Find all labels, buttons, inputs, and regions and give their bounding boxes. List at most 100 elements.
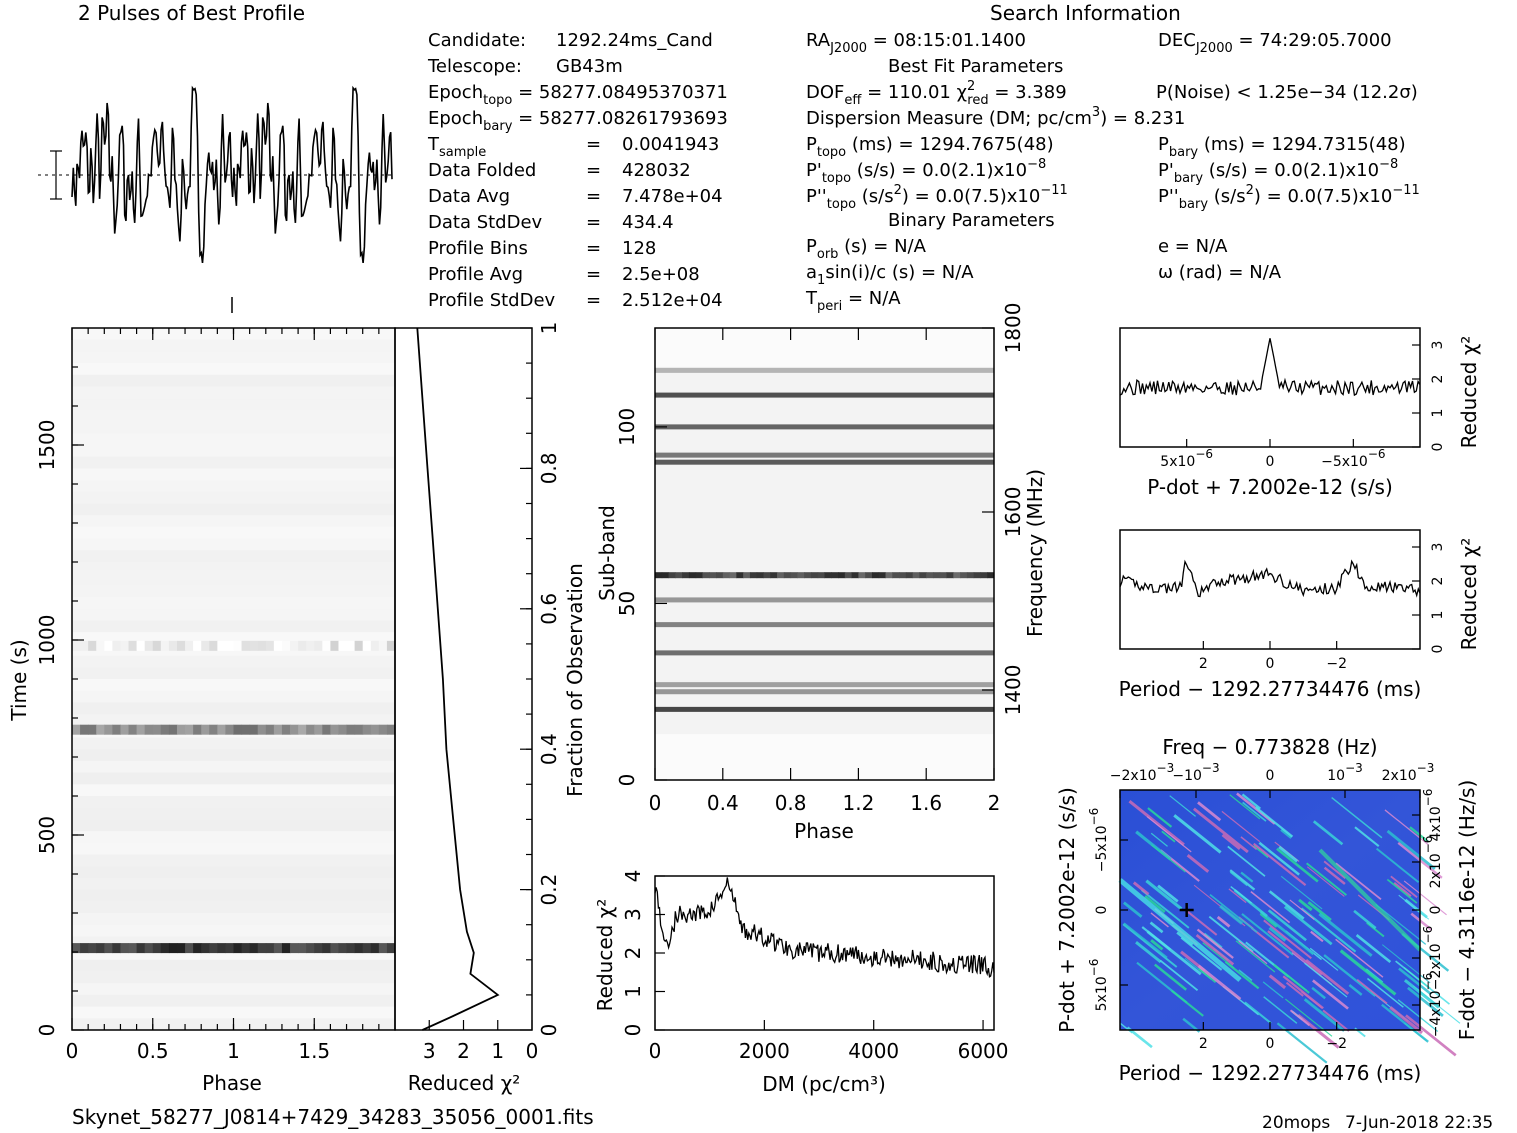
info-row-value: 2.512e+04	[622, 290, 723, 311]
period-pdot-map	[1118, 790, 1461, 1064]
dm-ylabel: Reduced χ²	[593, 899, 617, 1012]
search-title: Search Information	[990, 1, 1181, 25]
time-phase-band-cell	[168, 943, 178, 954]
pp-rtick-label-exp: −6	[1421, 789, 1435, 807]
info-row-value: 428032	[622, 160, 691, 181]
subband-band-cell	[777, 572, 785, 579]
pdot-line	[1119, 338, 1421, 397]
subband-band-cell	[729, 572, 737, 579]
ra-row: RAJ2000 = 08:15:01.1400	[806, 30, 1026, 56]
time-phase-band-cell	[104, 943, 113, 954]
pp-streak	[1375, 903, 1427, 945]
time-phase-band-cell	[80, 640, 89, 651]
time-phase-band-cell	[225, 640, 234, 651]
pp-streak	[1150, 832, 1168, 847]
pp-streak	[1323, 954, 1376, 997]
pp-ylabel: P-dot + 7.2002e-12 (s/s)	[1055, 787, 1079, 1033]
pp-streak	[1258, 841, 1300, 876]
time-phase-row	[72, 491, 395, 504]
pp-ytick-label: −5x10−6	[1087, 808, 1110, 872]
time-phase-band-cell	[330, 724, 339, 735]
time-phase-band-cell	[168, 640, 178, 651]
time-phase-band-cell	[128, 640, 138, 651]
subband-band-cell	[953, 572, 961, 579]
tp-ytick-label: 1500	[35, 420, 59, 471]
subband-band-cell	[682, 572, 690, 579]
time-phase-row	[72, 667, 395, 680]
subband-band	[655, 392, 994, 398]
time-phase-row	[72, 924, 395, 937]
time-phase-band	[72, 724, 396, 735]
pd-xtick-label-exp: −6	[1368, 447, 1386, 461]
pp-streak	[1150, 844, 1186, 873]
pp-streak	[1409, 826, 1430, 843]
time-phase-band-cell	[298, 943, 307, 954]
dm-ytick-label: 2	[621, 947, 645, 960]
subband-band-cell	[885, 572, 893, 579]
tc-xtick-label: 0	[526, 1039, 539, 1063]
dm-value: 8.231	[1134, 108, 1186, 129]
pp-ytick-label: 0	[1094, 906, 1110, 915]
time-phase-row	[72, 573, 395, 586]
pp-streak	[1289, 1009, 1310, 1027]
pp-streak	[1253, 844, 1269, 859]
pp-streak	[1195, 934, 1235, 966]
time-phase-band-cell	[378, 724, 388, 735]
pp-streak	[1244, 1001, 1272, 1024]
subband-band-cell	[661, 572, 670, 579]
time-phase-band-cell	[72, 724, 81, 735]
subband-band-cell	[668, 572, 676, 579]
time-phase-band-cell	[257, 724, 267, 735]
subband-band-cell	[871, 572, 880, 579]
time-phase-band-cell	[346, 640, 356, 651]
pp-streak	[1161, 830, 1176, 843]
time-phase-band-cell	[136, 943, 146, 954]
subband-band-cell	[865, 572, 873, 579]
pp-streak	[1283, 905, 1333, 946]
pp-streak	[1404, 898, 1428, 919]
pp-streak	[1229, 869, 1256, 891]
subband-band-cell	[939, 572, 948, 579]
pp-streak	[1381, 944, 1431, 984]
tp-ytick-label: 500	[35, 816, 59, 854]
time-phase-band-cell	[281, 640, 291, 651]
pp-streak	[1135, 941, 1162, 964]
time-phase-band-cell	[273, 724, 283, 735]
time-phase-row	[72, 503, 395, 516]
pp-streak	[1128, 800, 1185, 846]
time-phase-row	[72, 398, 395, 411]
subband-band-cell	[926, 572, 934, 579]
time-phase-row	[72, 983, 395, 996]
pp-streak	[1176, 931, 1194, 946]
pp-rtick-label: 4x10−6	[1421, 789, 1444, 842]
pp-toptick-label-exp: −3	[1417, 761, 1435, 775]
tc-ytick-label: 0	[537, 1024, 561, 1037]
pp-streak	[1268, 974, 1287, 990]
per-ytick-label: 0	[1430, 645, 1446, 654]
time-phase-row	[72, 339, 395, 352]
time-phase-band-cell	[96, 724, 105, 735]
time-phase-row	[72, 456, 395, 469]
pp-streak	[1405, 1014, 1457, 1057]
dm-xlabel: DM (pc/cm³)	[762, 1072, 886, 1096]
pp-streak	[1335, 938, 1384, 978]
time-phase-row	[72, 866, 395, 879]
tc-ytick-label: 1	[537, 322, 561, 335]
pp-streak	[1403, 880, 1447, 916]
pp-streak	[1208, 915, 1254, 953]
pp-streak	[1386, 829, 1436, 871]
dm-line	[654, 877, 995, 978]
pp-xtick-label: 2	[1199, 1036, 1208, 1052]
info-row-eq: =	[586, 238, 601, 259]
dm-ytick-label: 4	[621, 870, 645, 883]
pp-streak	[1180, 936, 1223, 971]
pp-streak	[1221, 833, 1241, 850]
pp-streak	[1375, 847, 1420, 884]
time-phase-band-cell	[273, 640, 283, 651]
subband-band	[655, 682, 994, 688]
pp-ridge	[1118, 878, 1242, 982]
pp-streak	[1263, 919, 1312, 960]
time-phase-band-cell	[354, 640, 364, 651]
epoch-topo-value: 58277.08495370371	[539, 82, 728, 103]
